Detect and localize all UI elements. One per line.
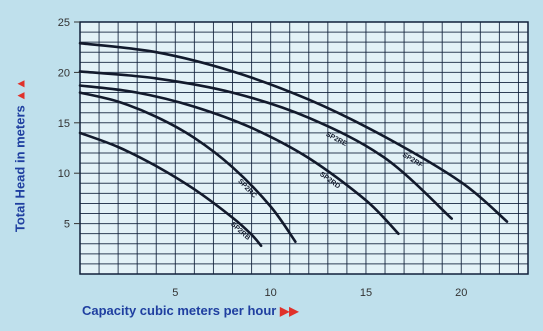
series-line-sp2rf bbox=[78, 41, 509, 223]
x-tick-label: 5 bbox=[172, 287, 178, 299]
x-axis-label: Capacity cubic meters per hour ▶▶ bbox=[82, 303, 298, 318]
series-line-sp2re bbox=[78, 70, 453, 220]
y-tick-label: 10 bbox=[58, 168, 70, 180]
x-tick-label: 20 bbox=[455, 287, 467, 299]
y-axis-label-text: Total Head in meters bbox=[12, 105, 28, 233]
y-tick-label: 15 bbox=[58, 118, 70, 130]
y-axis-label: Total Head in meters ▲▲ bbox=[13, 78, 28, 232]
x-axis-arrow-icon: ▶▶ bbox=[279, 304, 299, 318]
series-line-sp2rc bbox=[78, 91, 297, 243]
series-line-sp2rd bbox=[78, 84, 400, 235]
series-line-sp2rb bbox=[78, 131, 263, 248]
x-tick-label: 15 bbox=[360, 287, 372, 299]
x-tick-label: 10 bbox=[265, 287, 277, 299]
plot-area bbox=[80, 22, 528, 274]
y-axis-arrow-icon: ▲▲ bbox=[13, 77, 28, 102]
y-tick-label: 5 bbox=[64, 219, 70, 231]
plot-frame bbox=[79, 21, 529, 275]
x-axis-label-text: Capacity cubic meters per hour bbox=[82, 303, 277, 318]
y-tick-label: 20 bbox=[58, 67, 70, 79]
y-axis-label-wrap: Total Head in meters ▲▲ bbox=[0, 30, 40, 280]
y-tick-label: 25 bbox=[58, 17, 70, 29]
